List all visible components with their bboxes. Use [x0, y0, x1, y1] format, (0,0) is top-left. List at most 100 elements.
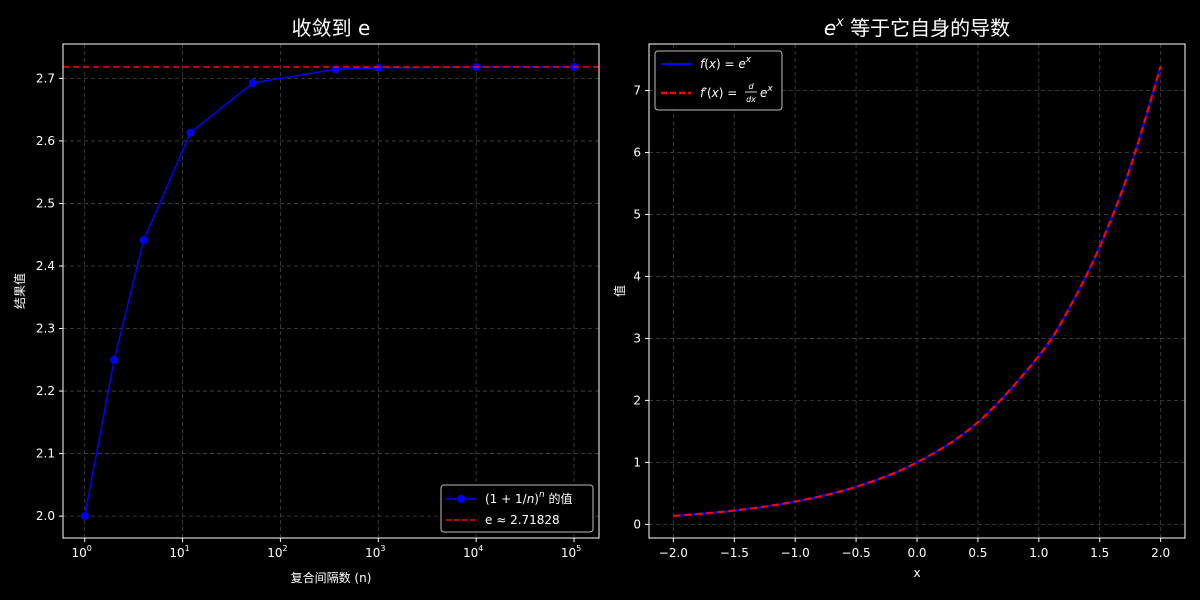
chart1-y-axis-label: 结果值 — [12, 273, 27, 309]
chart2-y-tick-label: 0 — [633, 517, 641, 531]
leg-f-base: e — [738, 57, 745, 71]
chart1-series — [63, 62, 599, 521]
leg-fp-close: ) = — [719, 86, 738, 100]
leg-f-fn: f — [700, 57, 706, 71]
chart2-y-tick-label: 3 — [633, 331, 641, 345]
leg-f-close: ) = — [716, 57, 738, 71]
leg-f-sup: x — [745, 55, 752, 65]
leg-fp-den: dx — [746, 95, 756, 104]
chart1-data-point — [248, 79, 257, 88]
chart2-x-tick-label: 2.0 — [1151, 546, 1170, 560]
chart2-y-tick-label: 7 — [633, 83, 641, 97]
chart2-y-tick-label: 1 — [633, 455, 641, 469]
chart2-x-tick-label: −1.5 — [720, 546, 749, 560]
chart1-x-tick-label: 105 — [561, 544, 581, 560]
chart2-y-tick-label: 4 — [633, 269, 641, 283]
legend-sup: n — [539, 490, 545, 500]
leg-fp-num: d — [748, 82, 754, 91]
chart2-title-base: e — [824, 16, 836, 40]
tick-base: 10 — [365, 546, 380, 560]
leg-fp-base: e — [760, 86, 767, 100]
chart2-legend-label-fprime: f′(x) = — [700, 86, 737, 100]
chart2-legend: f(x) = ex f′(x) = d dx ex — [654, 50, 783, 111]
legend-post: ) — [534, 492, 539, 506]
chart2-x-tick-label: −1.0 — [781, 546, 810, 560]
chart1-x-tick-label: 102 — [267, 544, 287, 560]
chart1-y-tick-label: 2.7 — [36, 71, 55, 85]
chart2-legend-label-f: f(x) = ex — [700, 55, 752, 71]
chart1-x-tick-label: 104 — [463, 544, 483, 560]
exp-derivative-chart: ex 等于它自身的导数 −2.0 −1.5 −1.0 −0.5 0.0 0.5 1.0 1.5… — [612, 15, 1186, 580]
tick-exponent: 0 — [87, 544, 92, 553]
leg-fp-exp: ex — [760, 84, 773, 100]
chart2-y-tick-label: 2 — [633, 393, 641, 407]
chart1-legend-label-series: (1 + 1/n)n 的值 — [485, 490, 573, 506]
chart2-y-tick-label: 5 — [633, 207, 641, 221]
chart2-x-tick-label: 0.5 — [968, 546, 987, 560]
leg-fp-open: ( — [707, 86, 712, 100]
chart1-y-tick-label: 2.0 — [36, 509, 55, 523]
chart1-title: 收敛到 e — [292, 16, 371, 40]
chart1-y-tick-label: 2.5 — [36, 196, 55, 210]
chart2-legend-box — [654, 50, 783, 111]
chart1-x-ticks: 100 101 102 103 104 105 — [72, 538, 581, 560]
chart2-x-ticks: −2.0 −1.5 −1.0 −0.5 0.0 0.5 1.0 1.5 2.0 — [659, 538, 1170, 560]
legend-pre: (1 + 1/ — [485, 492, 528, 506]
tick-base: 10 — [169, 546, 184, 560]
chart1-legend: (1 + 1/n)n 的值 e ≈ 2.71828 — [440, 484, 594, 533]
chart2-x-tick-label: 1.0 — [1029, 546, 1048, 560]
chart2-title: ex 等于它自身的导数 — [824, 15, 1010, 40]
legend-tail: 的值 — [545, 491, 573, 506]
chart1-y-tick-label: 2.6 — [36, 134, 55, 148]
chart2-grid — [649, 44, 1185, 538]
chart1-x-tick-label: 101 — [169, 544, 189, 560]
chart2-x-tick-label: −2.0 — [659, 546, 688, 560]
chart1-data-point — [110, 355, 119, 364]
chart1-plot-frame — [62, 43, 600, 539]
chart2-title-rest: 等于它自身的导数 — [844, 16, 1010, 40]
chart2-y-axis-label: 值 — [612, 285, 627, 297]
leg-fp-arg: x — [711, 86, 720, 100]
leg-fp-sup: x — [766, 84, 773, 94]
chart1-data-point — [80, 512, 89, 521]
chart1-data-point — [374, 63, 383, 72]
chart2-title-sup: x — [835, 15, 844, 30]
tick-base: 10 — [463, 546, 478, 560]
tick-exponent: 5 — [576, 544, 581, 553]
chart1-data-point — [139, 236, 148, 245]
chart2-plot-frame — [648, 43, 1186, 539]
legend-var: n — [527, 492, 535, 506]
chart1-grid — [63, 44, 599, 538]
chart1-legend-label-e: e ≈ 2.71828 — [485, 513, 560, 527]
chart1-y-tick-label: 2.3 — [36, 322, 55, 336]
tick-base: 10 — [72, 546, 87, 560]
tick-exponent: 3 — [380, 544, 385, 553]
convergence-chart: 收敛到 e 100 101 102 103 104 105 2.02.12.22.32.4… — [12, 16, 600, 585]
chart1-x-tick-label: 103 — [365, 544, 385, 560]
tick-exponent: 1 — [185, 544, 190, 553]
chart2-x-axis-label: x — [913, 566, 920, 580]
tick-base: 10 — [561, 546, 576, 560]
tick-exponent: 2 — [283, 544, 288, 553]
leg-f-open: ( — [704, 57, 709, 71]
chart1-x-axis-label: 复合间隔数 (n) — [291, 570, 372, 585]
chart2-x-tick-label: 0.0 — [907, 546, 926, 560]
chart2-x-tick-label: −0.5 — [842, 546, 871, 560]
chart1-data-point — [186, 128, 195, 137]
chart1-y-ticks: 2.0 2.1 2.2 2.3 2.4 2.5 2.6 2.7 — [36, 71, 63, 523]
leg-f-arg: x — [708, 57, 717, 71]
chart2-y-ticks: 0 1 2 3 4 5 6 7 — [633, 83, 649, 531]
chart1-y-tick-label: 2.4 — [36, 259, 55, 273]
chart1-x-tick-label: 100 — [72, 544, 92, 560]
tick-base: 10 — [267, 546, 282, 560]
chart2-fprime-curve — [673, 66, 1162, 518]
leg-fp-fn: f′ — [700, 86, 707, 100]
tick-exponent: 4 — [478, 544, 483, 553]
chart2-y-tick-label: 6 — [633, 145, 641, 159]
chart2-series — [673, 66, 1162, 518]
chart2-x-tick-label: 1.5 — [1090, 546, 1109, 560]
chart1-legend-box — [440, 484, 594, 533]
chart1-y-tick-label: 2.1 — [36, 447, 55, 461]
chart1-legend-swatch-marker — [457, 495, 465, 503]
